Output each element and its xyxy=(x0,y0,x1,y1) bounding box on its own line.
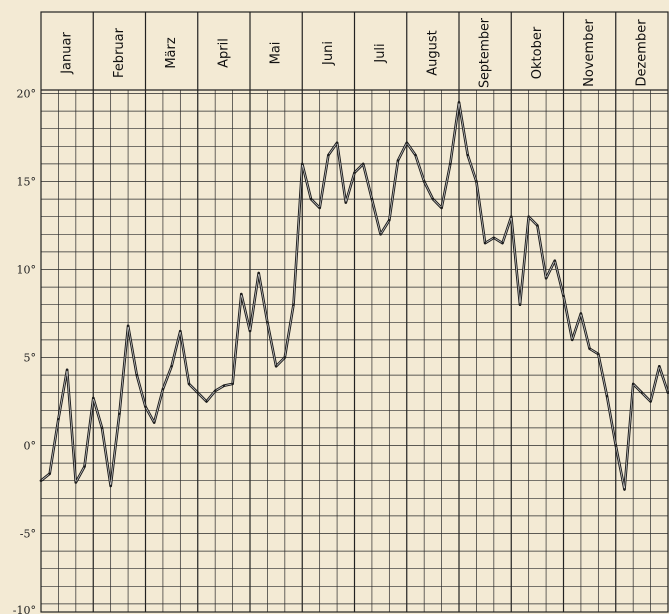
data-point xyxy=(597,352,600,356)
y-tick-label: 5° xyxy=(24,352,37,365)
data-point xyxy=(396,159,400,162)
data-point xyxy=(588,347,591,350)
data-point xyxy=(466,153,469,157)
data-point xyxy=(214,389,217,393)
y-tick-label: 0° xyxy=(24,440,37,453)
data-point xyxy=(283,356,286,359)
data-point xyxy=(153,421,156,424)
month-label: August xyxy=(425,30,440,76)
data-point xyxy=(274,365,278,368)
data-point xyxy=(405,141,408,144)
data-point xyxy=(370,197,374,201)
data-point xyxy=(571,338,574,342)
month-label: September xyxy=(478,17,493,88)
data-point xyxy=(527,215,530,218)
month-label: April xyxy=(216,38,231,68)
data-point xyxy=(266,321,269,324)
data-point xyxy=(344,201,347,204)
data-point xyxy=(518,303,522,306)
data-point xyxy=(179,329,182,333)
data-point xyxy=(318,206,321,210)
data-point xyxy=(292,303,295,306)
data-point xyxy=(623,488,626,491)
data-point xyxy=(301,162,304,166)
data-point xyxy=(327,153,330,157)
month-labels: Januar Februar März April Mai Juni Juli August S… xyxy=(60,17,650,88)
data-point xyxy=(492,236,495,239)
data-point xyxy=(544,277,548,280)
data-point xyxy=(222,384,226,387)
data-point xyxy=(414,153,417,157)
data-point xyxy=(144,405,147,408)
month-label: März xyxy=(164,37,179,69)
data-point xyxy=(605,395,609,398)
data-point xyxy=(614,444,617,447)
data-point xyxy=(536,224,539,227)
data-point xyxy=(449,162,452,166)
data-point xyxy=(353,171,356,174)
data-point xyxy=(100,426,104,430)
data-point xyxy=(48,472,51,475)
data-point xyxy=(510,215,513,218)
month-label: Juni xyxy=(321,41,336,66)
data-point xyxy=(109,484,112,488)
data-point xyxy=(248,329,252,333)
data-point xyxy=(483,241,487,245)
data-point xyxy=(257,271,260,275)
data-point xyxy=(440,206,443,210)
data-point xyxy=(658,365,661,368)
data-point xyxy=(240,292,243,296)
data-point xyxy=(187,382,191,386)
month-label: Juli xyxy=(373,43,388,63)
data-point xyxy=(362,162,365,166)
y-tick-label: 20° xyxy=(17,88,37,101)
data-point xyxy=(231,382,234,386)
data-point xyxy=(335,141,339,144)
data-point xyxy=(126,324,130,327)
data-point xyxy=(423,180,426,183)
y-tick-label: 10° xyxy=(17,264,37,277)
data-point xyxy=(475,180,478,183)
month-label: Dezember xyxy=(634,19,649,87)
data-point xyxy=(562,294,565,298)
data-point xyxy=(135,373,138,377)
data-point xyxy=(65,368,69,371)
data-point xyxy=(161,388,165,391)
y-axis-tick-labels: 20° 15° 10° 5° 0° -5° -10° xyxy=(13,88,36,614)
data-point xyxy=(640,391,644,394)
month-label: Oktober xyxy=(530,26,545,79)
data-point xyxy=(379,233,382,236)
data-point xyxy=(74,481,78,484)
data-point xyxy=(170,365,173,368)
data-point xyxy=(118,412,121,415)
data-point xyxy=(553,259,556,262)
data-point xyxy=(309,197,313,201)
data-point xyxy=(83,465,86,468)
data-point xyxy=(501,241,504,245)
data-point xyxy=(388,219,391,222)
data-point xyxy=(196,391,199,394)
data-point xyxy=(431,197,435,201)
month-label: November xyxy=(582,19,597,87)
y-tick-label: -10° xyxy=(13,604,36,614)
grid-lines xyxy=(41,12,668,612)
plot-frame xyxy=(40,11,669,613)
month-label: Januar xyxy=(60,32,75,75)
y-tick-label: -5° xyxy=(20,528,36,541)
data-point xyxy=(632,382,635,386)
month-label: Mai xyxy=(269,42,284,65)
y-tick-label: 15° xyxy=(17,176,37,189)
data-point xyxy=(92,396,95,400)
month-label: Februar xyxy=(112,27,127,78)
data-point xyxy=(457,101,461,104)
data-point xyxy=(205,400,208,403)
series-layer xyxy=(39,101,669,491)
data-point xyxy=(57,417,60,421)
data-point xyxy=(649,400,652,403)
data-point xyxy=(579,312,583,315)
